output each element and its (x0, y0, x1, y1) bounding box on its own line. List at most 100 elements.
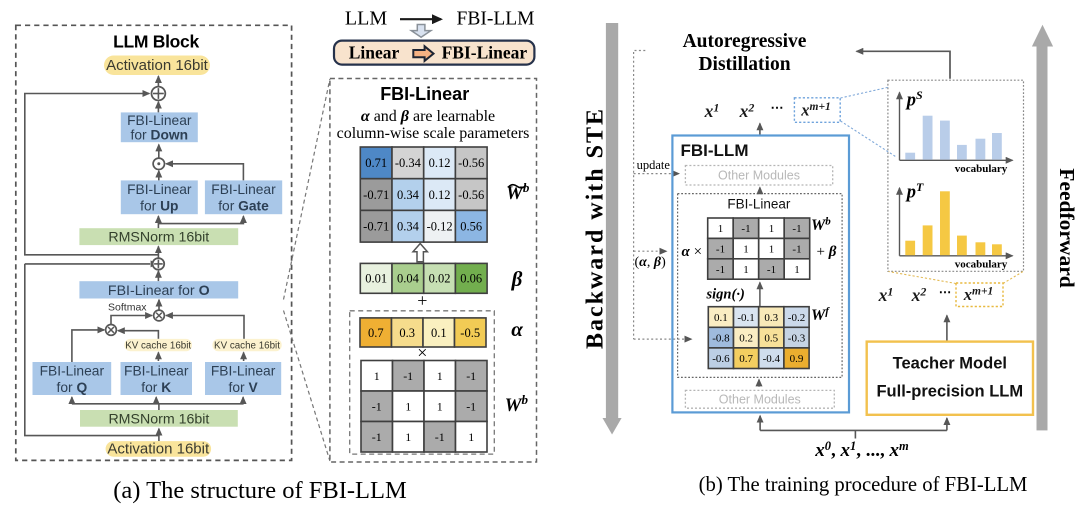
svg-text:α: α (511, 317, 523, 341)
svg-text:vocabulary: vocabulary (955, 163, 1008, 175)
svg-text:Backward with STE: Backward with STE (583, 107, 609, 349)
svg-text:(b) The training procedure of: (b) The training procedure of FBI-LLM (699, 474, 1028, 496)
svg-text:FBI-Linear: FBI-Linear (127, 113, 192, 128)
svg-text:(a) The structure of FBI-LLM: (a) The structure of FBI-LLM (113, 477, 407, 504)
svg-text:1: 1 (743, 243, 749, 255)
svg-text:RMSNorm 16bit: RMSNorm 16bit (108, 411, 209, 427)
svg-text:0.9: 0.9 (790, 353, 804, 365)
svg-text:0.34: 0.34 (397, 188, 420, 202)
svg-text:sign(·): sign(·) (706, 287, 745, 303)
svg-text:β: β (511, 267, 523, 291)
svg-text:Wb: Wb (811, 216, 831, 235)
svg-text:for Up: for Up (140, 199, 178, 214)
svg-text:+: + (417, 291, 427, 311)
svg-text:for Gate: for Gate (218, 199, 269, 214)
svg-text:0.1: 0.1 (714, 312, 728, 324)
svg-text:-1: -1 (741, 223, 750, 235)
svg-text:update: update (637, 158, 671, 172)
svg-text:1: 1 (468, 430, 474, 444)
svg-text:Feedforward: Feedforward (1055, 168, 1079, 287)
svg-text:-1: -1 (716, 243, 725, 255)
svg-text:0.01: 0.01 (365, 272, 387, 286)
svg-text:for Down: for Down (131, 128, 189, 143)
svg-text:Wf: Wf (811, 306, 830, 325)
svg-text:FBI-LLM: FBI-LLM (457, 9, 535, 30)
svg-text:0.5: 0.5 (764, 333, 778, 345)
svg-text:+ β: + β (817, 244, 837, 260)
svg-text:for K: for K (141, 380, 171, 395)
svg-text:Distillation: Distillation (698, 54, 790, 75)
svg-text:-1: -1 (466, 369, 476, 383)
svg-text:0.71: 0.71 (365, 156, 387, 170)
svg-text:FBI-LLM: FBI-LLM (681, 141, 749, 160)
svg-text:-0.5: -0.5 (460, 326, 480, 340)
svg-text:FBI-Linear: FBI-Linear (442, 43, 528, 63)
svg-text:Teacher Model: Teacher Model (893, 355, 1007, 373)
svg-text:1: 1 (794, 264, 800, 276)
svg-text:-1: -1 (792, 243, 801, 255)
svg-text:pS: pS (905, 88, 923, 111)
svg-text:Full-precision LLM: Full-precision LLM (876, 383, 1023, 401)
svg-text:FBI-Linear: FBI-Linear (727, 197, 791, 212)
svg-text:1: 1 (769, 243, 775, 255)
svg-text:FBI-Linear: FBI-Linear (40, 364, 105, 379)
svg-text:-1: -1 (403, 369, 413, 383)
svg-text:-1: -1 (792, 223, 801, 235)
svg-text:FBI-Linear: FBI-Linear (211, 364, 276, 379)
svg-text:Softmax: Softmax (108, 302, 147, 314)
svg-text:×: × (417, 343, 427, 363)
svg-text:-1: -1 (466, 399, 476, 413)
svg-text:Other Modules: Other Modules (719, 393, 801, 407)
svg-text:1: 1 (718, 223, 724, 235)
svg-text:x2: x2 (739, 101, 755, 122)
svg-text:-1: -1 (767, 264, 776, 276)
svg-text:α ×: α × (682, 244, 703, 260)
svg-text:0.34: 0.34 (397, 220, 420, 234)
svg-text:⋯: ⋯ (771, 100, 784, 115)
svg-text:Activation 16bit: Activation 16bit (106, 57, 209, 74)
svg-text:-0.12: -0.12 (427, 220, 453, 234)
svg-text:1: 1 (437, 369, 443, 383)
svg-text:FBI-Linear: FBI-Linear (127, 182, 192, 197)
svg-text:0.12: 0.12 (429, 188, 451, 202)
svg-text:KV cache 16bit: KV cache 16bit (125, 340, 191, 351)
svg-text:0.3: 0.3 (764, 312, 778, 324)
svg-text:0.3: 0.3 (399, 326, 415, 340)
svg-text:Other Modules: Other Modules (718, 169, 800, 183)
svg-text:LLM Block: LLM Block (113, 32, 199, 52)
svg-text:x1: x1 (878, 285, 894, 306)
svg-text:-1: -1 (716, 264, 725, 276)
svg-text:KV cache 16bit: KV cache 16bit (214, 340, 280, 351)
svg-text:for V: for V (229, 380, 259, 395)
svg-text:-1: -1 (372, 430, 382, 444)
svg-text:x1: x1 (704, 101, 720, 122)
svg-text:for Q: for Q (57, 380, 88, 395)
svg-text:FBI-Linear: FBI-Linear (211, 182, 276, 197)
svg-text:-0.2: -0.2 (788, 312, 805, 324)
svg-text:pT: pT (905, 180, 924, 203)
svg-text:-0.71: -0.71 (363, 188, 389, 202)
svg-text:-1: -1 (372, 399, 382, 413)
svg-text:0.06: 0.06 (460, 272, 482, 286)
svg-text:FBI-Linear for O: FBI-Linear for O (108, 283, 210, 299)
svg-text:0.02: 0.02 (429, 272, 451, 286)
svg-text:xm+1: xm+1 (800, 101, 831, 120)
svg-text:0.1: 0.1 (431, 326, 447, 340)
svg-text:1: 1 (405, 430, 411, 444)
svg-text:α and β are learnable: α and β are learnable (361, 108, 495, 125)
svg-text:-0.6: -0.6 (712, 353, 730, 365)
svg-text:0.7: 0.7 (739, 353, 753, 365)
svg-text:RMSNorm 16bit: RMSNorm 16bit (108, 230, 209, 246)
svg-text:0.56: 0.56 (460, 220, 482, 234)
svg-text:1: 1 (374, 369, 380, 383)
svg-text:Autoregressive: Autoregressive (683, 31, 807, 52)
svg-text:vocabulary: vocabulary (955, 259, 1008, 271)
svg-text:Activation 16bit: Activation 16bit (107, 440, 210, 457)
svg-text:Linear: Linear (349, 43, 400, 63)
svg-text:1: 1 (743, 264, 749, 276)
svg-text:LLM: LLM (345, 8, 387, 30)
svg-text:x2: x2 (911, 285, 927, 306)
svg-text:0.04: 0.04 (397, 272, 420, 286)
svg-text:-0.56: -0.56 (458, 188, 484, 202)
svg-text:-0.4: -0.4 (763, 353, 781, 365)
